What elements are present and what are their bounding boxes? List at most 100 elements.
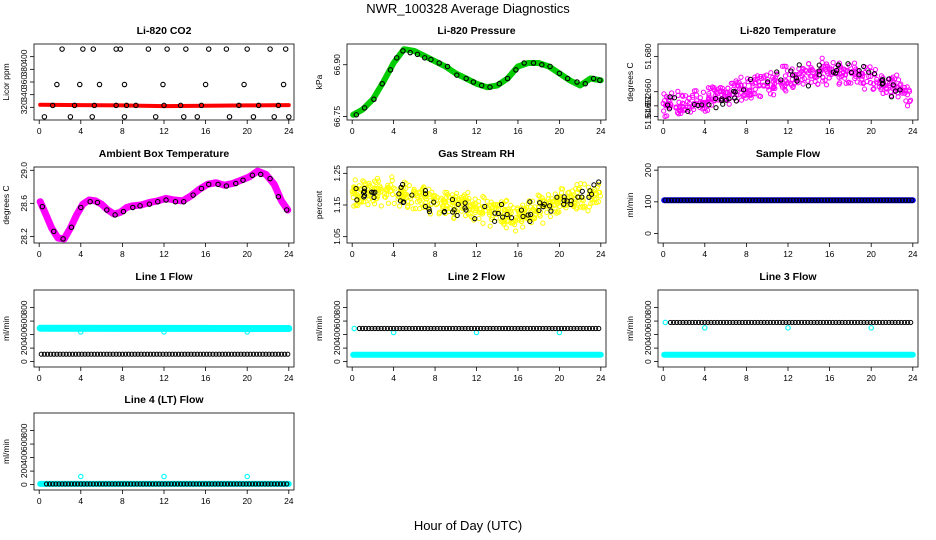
data-point: [717, 319, 724, 326]
data-point: [728, 80, 734, 86]
data-point: [450, 325, 456, 332]
data-point: [870, 86, 876, 92]
data-point: [252, 481, 259, 487]
data-point: [759, 197, 765, 203]
y-axis-label: degrees C: [1, 185, 11, 224]
data-point: [384, 186, 390, 192]
data-point: [774, 69, 780, 75]
data-point: [202, 81, 209, 88]
x-tick-label: 4: [391, 126, 396, 136]
data-point: [163, 351, 169, 357]
data-point: [390, 185, 396, 191]
data-point: [244, 329, 250, 335]
data-point: [219, 351, 225, 357]
data-point: [680, 93, 686, 99]
data-point: [350, 194, 356, 200]
data-point: [440, 204, 447, 210]
x-tick-label: 16: [513, 373, 523, 383]
data-point: [75, 481, 81, 487]
data-point: [714, 319, 720, 326]
data-point: [441, 208, 448, 215]
data-point: [363, 325, 369, 332]
x-tick-label: 20: [866, 373, 876, 383]
data-point: [736, 319, 742, 326]
data-point: [449, 196, 456, 203]
data-point: [512, 325, 518, 332]
data-point: [724, 319, 730, 326]
data-point: [830, 69, 836, 75]
data-point: [465, 189, 471, 196]
data-point: [848, 319, 855, 326]
data-point: [586, 194, 592, 200]
x-tick-label: 0: [661, 373, 666, 383]
data-point: [693, 197, 700, 203]
data-point: [181, 481, 187, 487]
data-point: [790, 197, 796, 203]
y-tick-label: 0: [19, 359, 29, 364]
data-point: [902, 90, 908, 96]
data-point: [743, 197, 750, 203]
data-point: [177, 102, 184, 109]
data-point: [681, 101, 687, 107]
data-point: [861, 86, 868, 92]
y-tick-label: 200: [19, 464, 29, 478]
data-point: [530, 214, 537, 220]
y-axis-label: percent: [314, 190, 324, 219]
data-point: [909, 197, 915, 203]
data-point: [354, 197, 360, 203]
data-point: [748, 95, 754, 101]
data-point: [865, 67, 871, 73]
data-point: [146, 201, 153, 207]
data-point: [758, 73, 764, 80]
data-point: [665, 102, 671, 108]
data-point: [160, 351, 166, 357]
data-point: [731, 88, 737, 94]
data-point: [743, 95, 749, 101]
data-point: [203, 481, 209, 487]
data-point: [880, 80, 886, 87]
data-point: [730, 319, 736, 326]
data-point: [702, 325, 708, 331]
y-tick-label: 400: [19, 450, 29, 464]
data-point: [190, 481, 196, 487]
data-point: [43, 481, 50, 487]
data-point: [54, 81, 60, 88]
x-tick-label: 20: [555, 373, 565, 383]
data-point: [687, 109, 694, 115]
data-point: [223, 183, 230, 189]
data-point: [899, 197, 905, 203]
data-point: [62, 481, 68, 487]
data-point: [770, 92, 777, 98]
data-point: [826, 75, 832, 81]
data-point: [400, 325, 406, 332]
data-point: [853, 197, 859, 203]
data-point: [839, 319, 845, 326]
data-point: [821, 197, 827, 203]
data-point: [524, 325, 530, 332]
data-point: [662, 197, 668, 203]
data-point: [793, 197, 799, 203]
data-point: [871, 86, 877, 92]
data-point: [740, 197, 746, 203]
data-point: [482, 203, 488, 210]
data-point: [579, 194, 585, 200]
data-point: [521, 207, 527, 213]
data-point: [123, 102, 130, 109]
data-point: [703, 197, 709, 203]
y-tick-label: 0: [643, 359, 653, 364]
data-point: [738, 74, 744, 80]
data-point: [867, 80, 874, 86]
data-point: [556, 70, 563, 77]
data-point: [706, 102, 712, 108]
data-point: [140, 481, 146, 487]
data-point: [836, 81, 842, 87]
data-point: [278, 351, 285, 357]
data-point: [741, 87, 747, 93]
data-point: [706, 197, 712, 203]
data-point: [711, 85, 717, 91]
data-point: [110, 351, 116, 357]
x-tick-label: 12: [783, 249, 793, 259]
chart-title: Li-820 Pressure: [437, 25, 515, 37]
data-point: [222, 351, 228, 357]
x-tick-label: 24: [908, 126, 918, 136]
